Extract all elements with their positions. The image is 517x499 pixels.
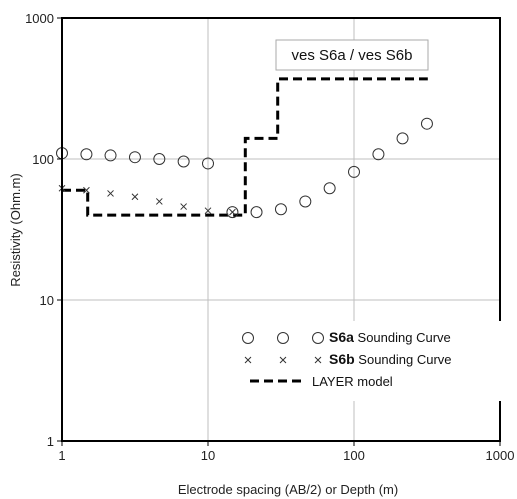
point-s6a [372, 148, 385, 161]
x-tick-label: 1000 [486, 448, 515, 463]
point-s6b [83, 186, 90, 194]
legend-s6b-marker [244, 356, 252, 364]
legend-s6a-label: S6a Sounding Curve [329, 329, 451, 345]
point-s6b [204, 207, 212, 215]
point-s6a [396, 132, 409, 145]
legend-layer-label: LAYER model [312, 374, 393, 389]
y-tick-label: 100 [32, 152, 54, 167]
legend-s6b-name: S6b [329, 351, 355, 367]
legend-s6a-marker [312, 332, 324, 344]
point-s6a [177, 155, 190, 168]
point-s6a [420, 117, 433, 130]
point-s6a [274, 203, 287, 216]
point-s6b [180, 203, 187, 210]
legend-s6b-suffix: Sounding Curve [355, 352, 452, 367]
y-tick-label: 10 [40, 293, 54, 308]
point-s6a [104, 149, 117, 162]
point-s6b [155, 198, 163, 205]
legend-s6b-label: S6b Sounding Curve [329, 351, 452, 367]
point-s6b [107, 190, 114, 197]
point-s6b [229, 208, 236, 216]
axis-ticks: 1 10 100 1000 1 10 100 1000 [25, 11, 514, 463]
point-s6a [226, 206, 239, 219]
legend-s6a-marker [277, 332, 289, 344]
point-s6a [202, 157, 214, 170]
point-s6a [323, 182, 336, 195]
layer-model-line [62, 77, 428, 217]
point-s6a [299, 195, 312, 208]
point-s6b [131, 193, 139, 201]
point-s6a [80, 148, 93, 161]
point-s6a [128, 151, 141, 164]
y-tick-label: 1000 [25, 11, 54, 26]
legend-s6b-marker [314, 356, 322, 364]
x-tick-label: 1 [58, 448, 65, 463]
annotation-box: ves S6a / ves S6b [275, 39, 429, 71]
point-s6a [250, 206, 263, 219]
legend-s6a-name: S6a [329, 329, 354, 345]
x-tick-label: 100 [343, 448, 365, 463]
x-axis-label: Electrode spacing (AB/2) or Depth (m) [178, 482, 398, 497]
x-tick-label: 10 [201, 448, 215, 463]
legend-s6a-suffix: Sounding Curve [354, 330, 451, 345]
annotation-text: ves S6a / ves S6b [292, 47, 413, 64]
y-tick-label: 1 [47, 434, 54, 449]
plot-frame [61, 17, 501, 442]
legend-markers [242, 332, 324, 383]
plot-series [56, 77, 433, 219]
legend-s6b-marker [279, 356, 287, 364]
point-s6a [153, 153, 166, 165]
legend-s6a-marker [242, 332, 254, 344]
y-axis-label: Resistivity (Ohm.m) [8, 173, 23, 286]
legend: S6a Sounding Curve S6b Sounding Curve LA… [225, 321, 505, 401]
point-s6a [348, 165, 360, 178]
